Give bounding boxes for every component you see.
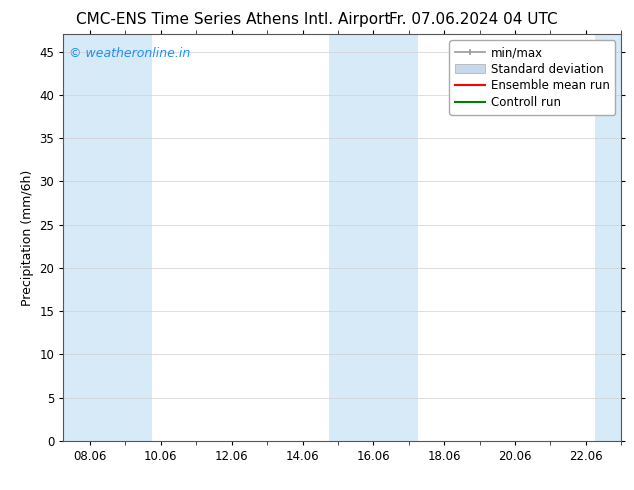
Bar xyxy=(595,34,621,441)
Text: © weatheronline.in: © weatheronline.in xyxy=(69,47,190,59)
Legend: min/max, Standard deviation, Ensemble mean run, Controll run: min/max, Standard deviation, Ensemble me… xyxy=(450,40,616,115)
Bar xyxy=(329,34,418,441)
Text: CMC-ENS Time Series Athens Intl. Airport: CMC-ENS Time Series Athens Intl. Airport xyxy=(76,12,391,27)
Y-axis label: Precipitation (mm/6h): Precipitation (mm/6h) xyxy=(21,170,34,306)
Text: Fr. 07.06.2024 04 UTC: Fr. 07.06.2024 04 UTC xyxy=(389,12,558,27)
Bar xyxy=(63,34,152,441)
